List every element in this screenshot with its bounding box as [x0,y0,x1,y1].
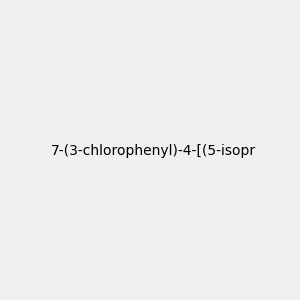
Text: 7-(3-chlorophenyl)-4-[(5-isopr: 7-(3-chlorophenyl)-4-[(5-isopr [51,145,256,158]
